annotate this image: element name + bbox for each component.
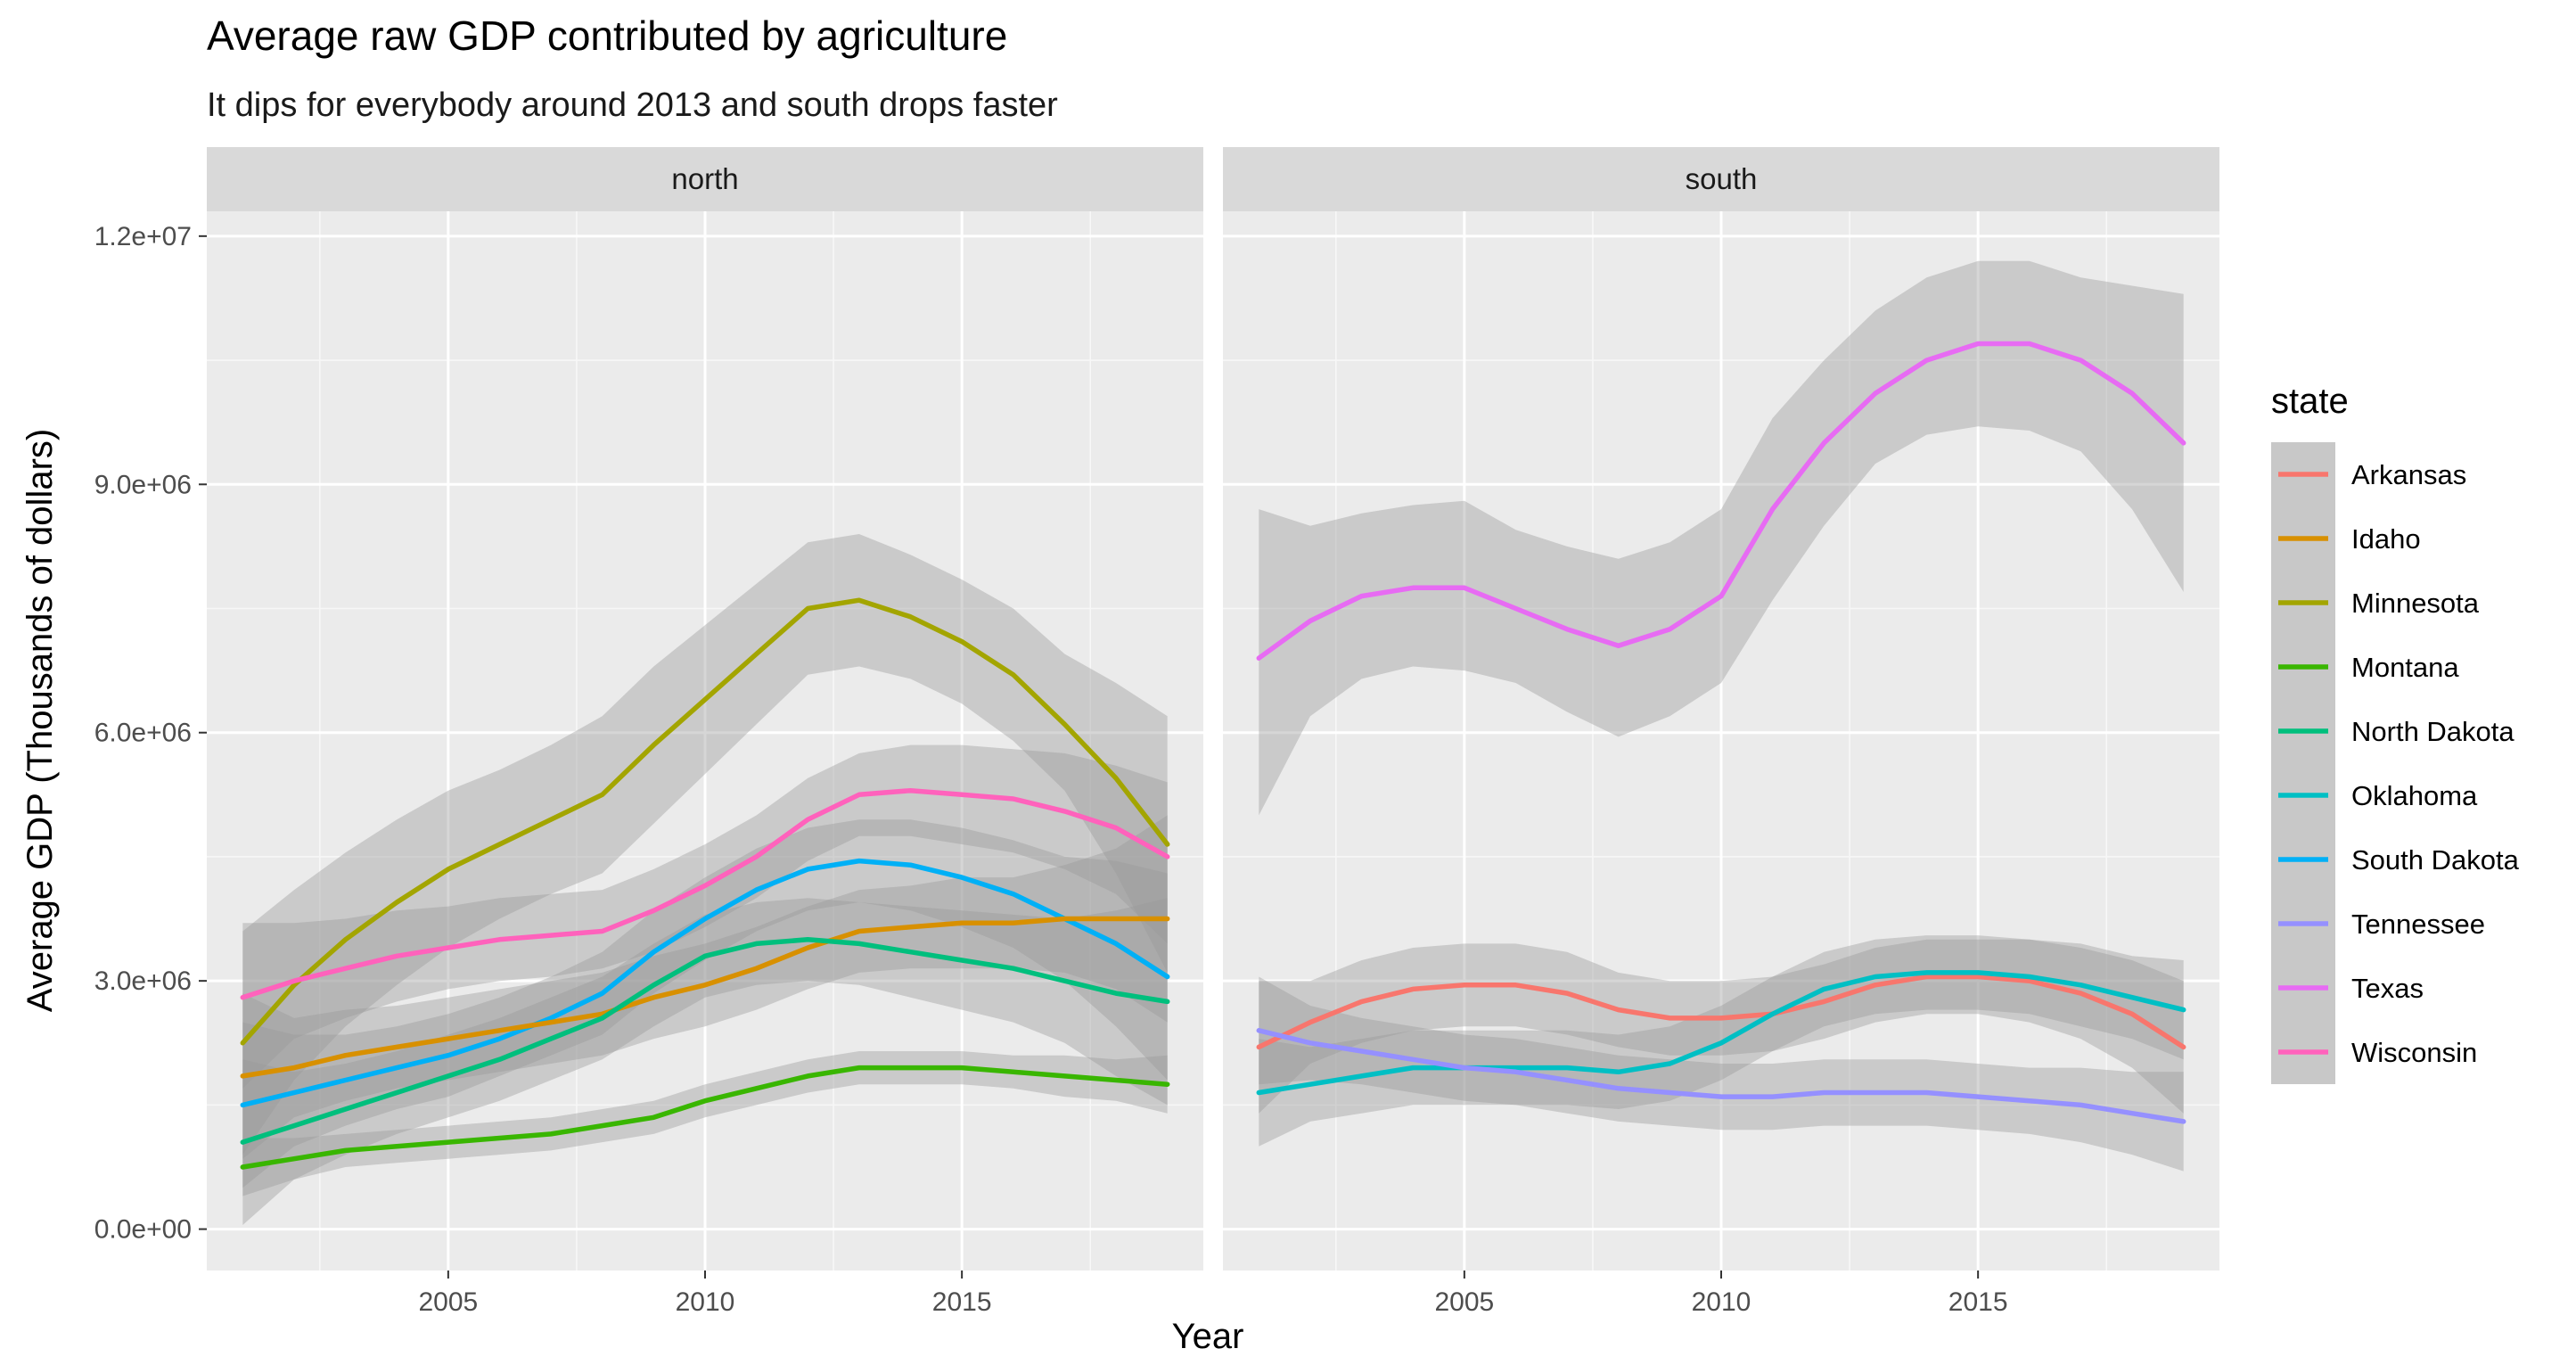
legend-item-minnesota: Minnesota: [2271, 571, 2480, 635]
legend-label: Montana: [2351, 652, 2459, 683]
ribbon-montana: [242, 1051, 1168, 1196]
x-tick-label: 2010: [1692, 1287, 1752, 1317]
legend-item-north-dakota: North Dakota: [2271, 699, 2514, 763]
series-line-tennessee: [1256, 1028, 2186, 1124]
series-line-north-dakota: [240, 937, 1170, 1145]
x-tick-label: 2015: [932, 1287, 992, 1317]
legend-item-tennessee: Tennessee: [2271, 892, 2485, 956]
legend-item-texas: Texas: [2271, 956, 2424, 1020]
ribbon-minnesota: [242, 534, 1168, 1155]
legend-label: Texas: [2351, 973, 2424, 1004]
y-tick-label: 3.0e+06: [94, 966, 192, 996]
strip-north: [207, 147, 1203, 211]
legend-label: South Dakota: [2351, 844, 2520, 876]
legend-label: Idaho: [2351, 523, 2421, 555]
series-line-montana: [240, 1065, 1170, 1170]
x-axes: 2005 2010 2015 2005 2010 2015: [418, 1270, 2008, 1317]
y-axis: 0.0e+00 3.0e+06 6.0e+06 9.0e+06 1.2e+07: [94, 222, 207, 1245]
series-line-wisconsin: [240, 787, 1170, 1000]
ribbon-tennessee: [1259, 976, 2184, 1172]
legend-title: state: [2271, 382, 2349, 421]
legend-item-wisconsin: Wisconsin: [2271, 1020, 2477, 1084]
legend-item-montana: Montana: [2271, 635, 2459, 699]
series-line-south-dakota: [240, 858, 1170, 1108]
chart-title: Average raw GDP contributed by agricultu…: [207, 12, 1007, 59]
y-tick-label: 1.2e+07: [94, 222, 192, 251]
ribbon-south-dakota: [242, 819, 1168, 1188]
legend-label: Minnesota: [2351, 588, 2480, 619]
x-tick-label: 2005: [1434, 1287, 1494, 1317]
y-tick-label: 9.0e+06: [94, 470, 192, 499]
chart-subtitle: It dips for everybody around 2013 and so…: [207, 86, 1058, 124]
x-tick-label: 2015: [1948, 1287, 2008, 1317]
legend-item-south-dakota: South Dakota: [2271, 827, 2520, 892]
series-line-texas: [1256, 341, 2186, 661]
strip-label-north: north: [671, 162, 738, 195]
ribbon-north-dakota: [242, 898, 1168, 1225]
legend-label: North Dakota: [2351, 716, 2514, 747]
ribbon-texas: [1259, 260, 2184, 816]
y-axis-title: Average GDP (Thousands of dollars): [21, 429, 60, 1012]
y-tick-label: 6.0e+06: [94, 719, 192, 748]
facet-panels: north south: [207, 147, 2219, 1270]
strip-south: [1223, 147, 2219, 211]
x-axis-title: Year: [1172, 1317, 1244, 1356]
panel-north: north: [207, 147, 1203, 1270]
y-tick-label: 0.0e+00: [94, 1215, 192, 1245]
x-tick-label: 2005: [418, 1287, 478, 1317]
series-line-oklahoma: [1256, 970, 2186, 1096]
legend-label: Wisconsin: [2351, 1037, 2477, 1068]
series-line-minnesota: [240, 597, 1170, 1046]
legend-item-oklahoma: Oklahoma: [2271, 763, 2478, 827]
series-line-idaho: [240, 916, 1170, 1079]
legend-label: Arkansas: [2351, 459, 2466, 490]
legend-item-arkansas: Arkansas: [2271, 442, 2466, 506]
series-line-arkansas: [1256, 974, 2186, 1050]
legend-label: Tennessee: [2351, 909, 2485, 940]
x-tick-label: 2010: [676, 1287, 735, 1317]
strip-label-south: south: [1686, 162, 1758, 195]
legend: state Arkansas Idaho Minnesota Montana North…: [2271, 382, 2520, 1084]
legend-label: Oklahoma: [2351, 780, 2478, 811]
legend-item-idaho: Idaho: [2271, 506, 2421, 571]
panel-south: south: [1223, 147, 2219, 1270]
